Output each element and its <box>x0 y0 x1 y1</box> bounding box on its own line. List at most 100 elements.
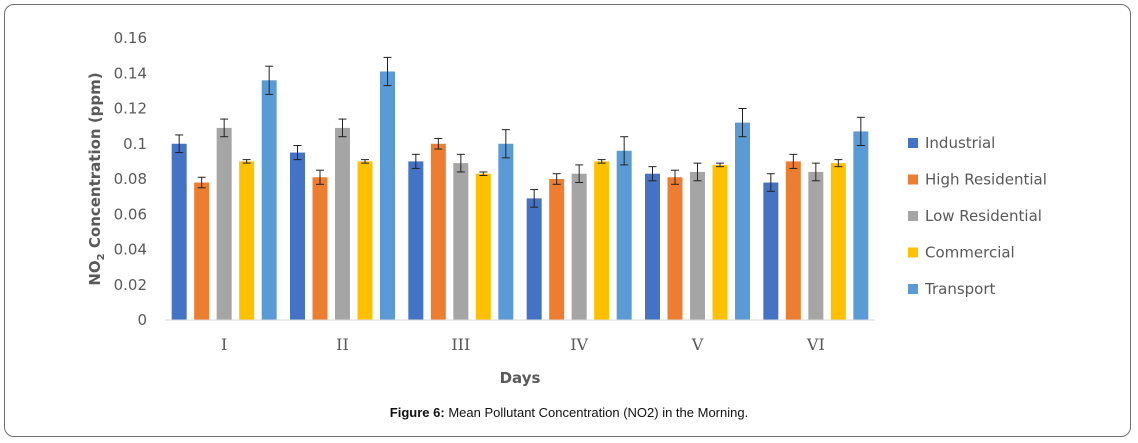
chart: 00.020.040.060.080.10.120.140.16 I II III I… <box>86 29 1047 387</box>
error-bar <box>530 189 539 208</box>
legend-swatch <box>908 284 918 294</box>
bar-high-residential <box>312 177 328 320</box>
legend-item: Industrial <box>908 134 995 152</box>
legend-label: Commercial <box>925 244 1015 262</box>
x-tick-label: VI <box>806 335 825 354</box>
bar-industrial <box>171 143 187 320</box>
error-bar <box>456 153 465 173</box>
error-bar <box>175 134 184 154</box>
bar-transport <box>735 122 750 320</box>
error-bar <box>620 136 629 166</box>
x-axis-title: Days <box>500 369 541 387</box>
error-bar <box>316 169 324 185</box>
error-bar <box>361 159 369 164</box>
figure-caption: Figure 6: Mean Pollutant Concentration (… <box>0 405 1138 420</box>
legend-item: Transport <box>908 280 996 298</box>
error-bar <box>338 118 347 138</box>
bar-low-residential <box>216 127 232 320</box>
bar-low-residential <box>571 173 587 320</box>
bar-transport <box>853 131 869 320</box>
error-bar <box>479 171 488 176</box>
error-bar <box>197 176 206 189</box>
error-bar <box>597 159 606 164</box>
bar-transport <box>261 80 277 320</box>
bar-low-residential <box>335 127 350 320</box>
error-bar <box>834 159 843 168</box>
bar-industrial <box>290 152 305 320</box>
y-tick-label: 0.16 <box>114 29 147 47</box>
y-tick-label: 0 <box>137 311 147 329</box>
error-bar <box>293 145 302 161</box>
x-tick-label: II <box>336 335 349 354</box>
bar-industrial <box>645 173 660 320</box>
x-tick-label: V <box>691 335 704 354</box>
error-bar <box>738 108 747 138</box>
bar-transport <box>498 143 514 320</box>
bar-commercial <box>712 164 728 320</box>
x-tick-label: I <box>221 335 227 354</box>
x-tick-label: III <box>451 335 470 354</box>
legend-swatch <box>908 174 918 185</box>
error-bar <box>383 56 392 87</box>
error-bar <box>575 164 584 184</box>
bar-commercial <box>239 161 255 320</box>
legend-label: Low Residential <box>925 207 1042 225</box>
error-bar <box>693 162 702 182</box>
bar-commercial <box>830 163 846 320</box>
y-tick-label: 0.04 <box>114 241 147 259</box>
error-bar <box>716 162 724 168</box>
bar-industrial <box>763 182 779 320</box>
error-bar <box>265 65 274 95</box>
y-axis-title-prefix: NO <box>86 260 104 285</box>
legend-item: Low Residential <box>908 207 1042 225</box>
error-bar <box>811 162 820 182</box>
x-axis-labels: I II III IV V VI <box>221 335 825 354</box>
bar-industrial <box>526 198 542 320</box>
legend-label: Transport <box>924 280 996 298</box>
caption-text: Mean Pollutant Concentration (NO2) in th… <box>444 405 749 420</box>
y-tick-label: 0.02 <box>114 276 147 294</box>
error-bar <box>789 153 798 169</box>
legend-item: Commercial <box>908 244 1015 262</box>
bar-commercial <box>594 161 610 320</box>
bar-high-residential <box>667 177 683 320</box>
error-bar <box>648 166 657 182</box>
error-bar <box>434 137 443 150</box>
error-bar <box>552 173 561 185</box>
bar-high-residential <box>785 161 801 320</box>
y-axis-title-suffix: Concentration (ppm) <box>86 72 104 253</box>
caption-label: Figure 6: <box>389 405 445 420</box>
bar-transport <box>380 71 395 320</box>
y-tick-label: 0.1 <box>123 135 147 153</box>
legend-item: High Residential <box>908 171 1047 189</box>
bar-high-residential <box>549 179 565 320</box>
bar-industrial <box>408 161 424 320</box>
error-bar <box>856 116 865 147</box>
bar-high-residential <box>194 182 210 320</box>
error-bar <box>220 118 229 138</box>
y-axis-title-subscript: 2 <box>96 253 107 260</box>
legend-label: High Residential <box>925 171 1047 189</box>
y-tick-label: 0.14 <box>114 64 147 82</box>
figure-frame <box>4 4 1131 437</box>
x-tick-label: IV <box>570 335 588 354</box>
bar-low-residential <box>453 163 469 320</box>
error-bar <box>766 173 775 192</box>
bar-low-residential <box>808 171 824 320</box>
legend-swatch <box>908 138 918 148</box>
legend-swatch <box>908 211 918 221</box>
bar-low-residential <box>690 171 705 320</box>
y-tick-label: 0.12 <box>114 100 147 118</box>
bar-commercial <box>475 173 491 320</box>
error-bars <box>175 56 865 208</box>
legend: Industrial High Residential Low Residentia… <box>908 134 1047 298</box>
legend-label: Industrial <box>925 134 995 152</box>
error-bar <box>411 153 420 169</box>
error-bar <box>671 169 679 185</box>
bar-commercial <box>357 161 373 320</box>
error-bar <box>501 129 510 159</box>
bar-transport <box>616 150 632 320</box>
y-axis-title: NO2 Concentration (ppm) <box>86 72 107 285</box>
bars <box>171 71 869 320</box>
legend-swatch <box>908 247 918 258</box>
